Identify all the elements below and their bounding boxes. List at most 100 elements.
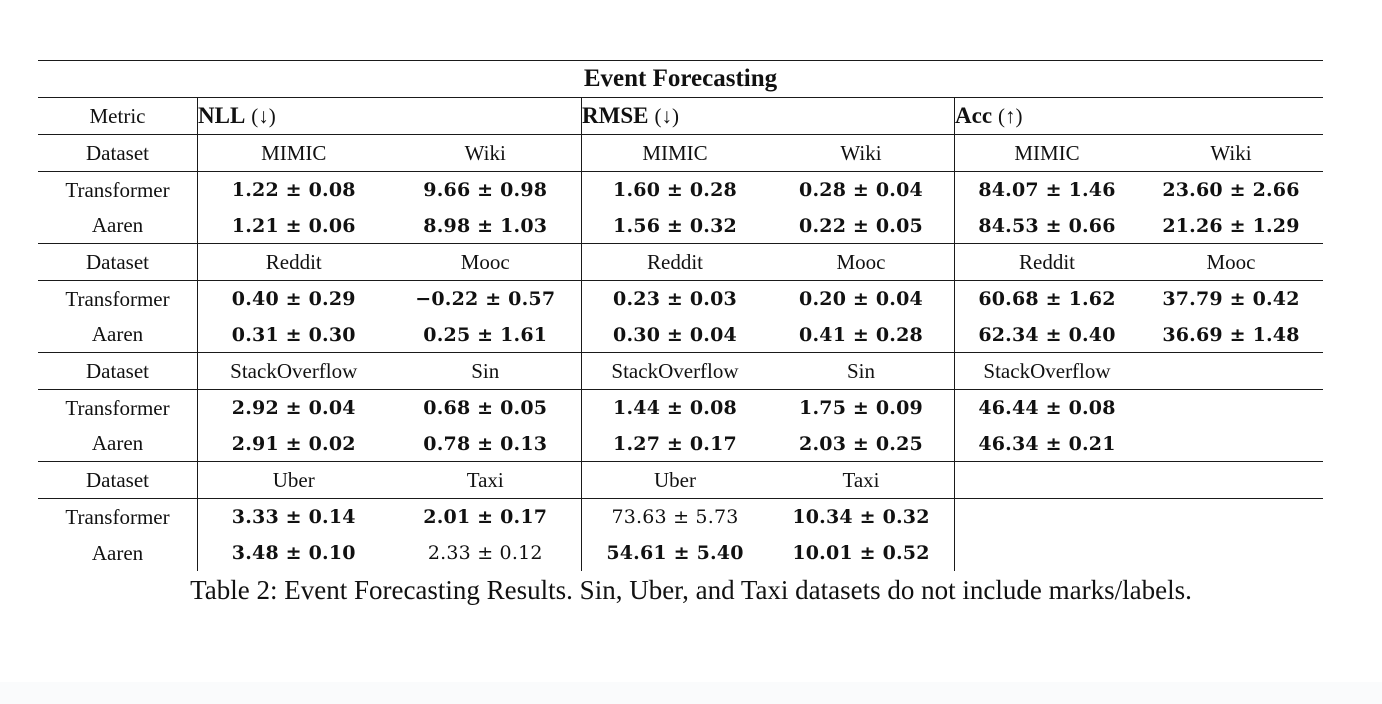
value-cell: 1.56 ± 0.32 (613, 214, 737, 237)
value-cell: −0.22 ± 0.57 (415, 288, 556, 310)
value-cell: 0.22 ± 0.05 (799, 214, 923, 237)
acc-header-cell: Acc (↑) (954, 98, 1323, 134)
table-caption: Table 2: Event Forecasting Results. Sin,… (190, 575, 1192, 605)
nll-values-cell: 0.40 ± 0.29 −0.22 ± 0.57 (197, 281, 581, 317)
value-cell: 0.68 ± 0.05 (423, 397, 548, 419)
value-cell: 36.69 ± 1.48 (1162, 323, 1300, 346)
model-label: Aaren (91, 540, 144, 565)
rmse-header: RMSE (↓) (582, 103, 954, 129)
value-cell: 2.01 ± 0.17 (423, 506, 548, 528)
nll-header-cell: NLL (↓) (197, 98, 581, 134)
value-cell: 62.34 ± 0.40 (978, 323, 1116, 346)
dataset-label: Dataset (86, 358, 149, 383)
dataset-name: Sin (846, 358, 875, 383)
nll-dataset-cell: MIMIC Wiki (197, 135, 581, 171)
value-cell: 10.34 ± 0.32 (792, 506, 930, 528)
value-cell: 46.44 ± 0.08 (978, 397, 1116, 419)
acc-dataset-cell: MIMIC Wiki (954, 135, 1323, 171)
rmse-values-cell: 54.61 ± 5.40 10.01 ± 0.52 (581, 535, 954, 571)
value-cell: 60.68 ± 1.62 (978, 288, 1116, 310)
value-cell: 0.31 ± 0.30 (231, 323, 356, 346)
dataset-name: Reddit (265, 249, 322, 274)
rmse-name: RMSE (582, 103, 649, 128)
dataset-name: Uber (654, 467, 696, 492)
value-cell: 73.63 ± 5.73 (611, 506, 739, 528)
dataset-header-row-1: Dataset MIMIC Wiki MIMIC Wiki MIMIC Wiki (38, 135, 1323, 172)
model-row-transformer-4: Transformer 3.33 ± 0.14 2.01 ± 0.17 73.6… (38, 499, 1323, 535)
value-cell: 2.91 ± 0.02 (231, 432, 356, 455)
dataset-name: Reddit (647, 249, 703, 274)
model-label: Transformer (65, 504, 170, 529)
dataset-name: Wiki (840, 140, 882, 165)
nll-dataset-cell: StackOverflow Sin (197, 353, 581, 389)
dataset-name: Uber (272, 467, 315, 492)
rmse-values-cell: 0.30 ± 0.04 0.41 ± 0.28 (581, 317, 954, 352)
nll-name: NLL (198, 103, 246, 128)
model-row-aaren-2: Aaren 0.31 ± 0.30 0.25 ± 1.61 0.30 ± 0.0… (38, 317, 1323, 353)
model-row-aaren-4: Aaren 3.48 ± 0.10 2.33 ± 0.12 54.61 ± 5.… (38, 535, 1323, 571)
value-cell: 1.21 ± 0.06 (231, 214, 356, 237)
dataset-name: Taxi (466, 467, 504, 492)
rmse-header-cell: RMSE (↓) (581, 98, 954, 134)
nll-header: NLL (↓) (198, 103, 581, 129)
value-cell: 21.26 ± 1.29 (1162, 214, 1300, 237)
dataset-label: Dataset (86, 467, 149, 492)
nll-values-cell: 2.92 ± 0.04 0.68 ± 0.05 (197, 390, 581, 426)
value-cell: 0.78 ± 0.13 (423, 432, 548, 455)
acc-values-cell (954, 535, 1323, 571)
value-cell: 84.53 ± 0.66 (978, 214, 1116, 237)
rmse-arrow-icon: (↓) (654, 104, 679, 128)
table-title-row: Event Forecasting (38, 61, 1323, 98)
model-row-aaren-1: Aaren 1.21 ± 0.06 8.98 ± 1.03 1.56 ± 0.3… (38, 208, 1323, 244)
acc-dataset-cell: Reddit Mooc (954, 244, 1323, 280)
dataset-name: Mooc (1206, 249, 1256, 274)
rmse-values-cell: 1.56 ± 0.32 0.22 ± 0.05 (581, 208, 954, 243)
model-label: Transformer (65, 286, 170, 311)
dataset-name: MIMIC (1014, 140, 1080, 165)
dataset-name: StackOverflow (983, 358, 1111, 383)
value-cell: 8.98 ± 1.03 (423, 214, 548, 237)
acc-values-cell: 84.53 ± 0.66 21.26 ± 1.29 (954, 208, 1323, 243)
value-cell: 1.22 ± 0.08 (231, 179, 356, 201)
nll-values-cell: 1.22 ± 0.08 9.66 ± 0.98 (197, 172, 581, 208)
dataset-name: MIMIC (261, 140, 327, 165)
rmse-values-cell: 1.27 ± 0.17 2.03 ± 0.25 (581, 426, 954, 461)
results-table: Event Forecasting Metric NLL (↓) RMSE (↓) … (38, 60, 1323, 571)
value-cell: 0.40 ± 0.29 (231, 288, 356, 310)
acc-values-cell: 46.44 ± 0.08 (954, 390, 1323, 426)
dataset-name: Taxi (842, 467, 880, 492)
acc-header: Acc (↑) (955, 103, 1323, 129)
dataset-name: MIMIC (642, 140, 708, 165)
acc-values-cell: 46.34 ± 0.21 (954, 426, 1323, 461)
value-cell: 10.01 ± 0.52 (792, 542, 930, 564)
nll-values-cell: 2.91 ± 0.02 0.78 ± 0.13 (197, 426, 581, 461)
acc-dataset-cell: StackOverflow (954, 353, 1323, 389)
value-cell: 2.92 ± 0.04 (231, 397, 356, 419)
value-cell: 0.23 ± 0.03 (613, 288, 737, 310)
rmse-values-cell: 0.23 ± 0.03 0.20 ± 0.04 (581, 281, 954, 317)
dataset-name: Wiki (1210, 140, 1252, 165)
dataset-name: Sin (471, 358, 500, 383)
model-label: Transformer (65, 395, 170, 420)
value-cell: 46.34 ± 0.21 (978, 432, 1116, 455)
dataset-label: Dataset (86, 140, 149, 165)
acc-name: Acc (955, 103, 993, 128)
nll-dataset-cell: Reddit Mooc (197, 244, 581, 280)
dataset-header-row-2: Dataset Reddit Mooc Reddit Mooc Reddit M… (38, 244, 1323, 281)
value-cell: 0.41 ± 0.28 (799, 323, 923, 346)
dataset-name: StackOverflow (230, 358, 358, 383)
rmse-dataset-cell: StackOverflow Sin (581, 353, 954, 389)
nll-dataset-cell: Uber Taxi (197, 462, 581, 498)
model-row-transformer-1: Transformer 1.22 ± 0.08 9.66 ± 0.98 1.60… (38, 172, 1323, 208)
rmse-values-cell: 1.44 ± 0.08 1.75 ± 0.09 (581, 390, 954, 426)
dataset-header-row-3: Dataset StackOverflow Sin StackOverflow … (38, 353, 1323, 390)
dataset-name: Mooc (460, 249, 510, 274)
dataset-label: Dataset (86, 249, 149, 274)
model-label: Aaren (91, 213, 144, 237)
value-cell: 0.20 ± 0.04 (799, 288, 923, 310)
dataset-name: Reddit (1019, 249, 1075, 274)
rmse-values-cell: 73.63 ± 5.73 10.34 ± 0.32 (581, 499, 954, 535)
dataset-header-row-4: Dataset Uber Taxi Uber Taxi (38, 462, 1323, 499)
value-cell: 1.60 ± 0.28 (613, 179, 737, 201)
